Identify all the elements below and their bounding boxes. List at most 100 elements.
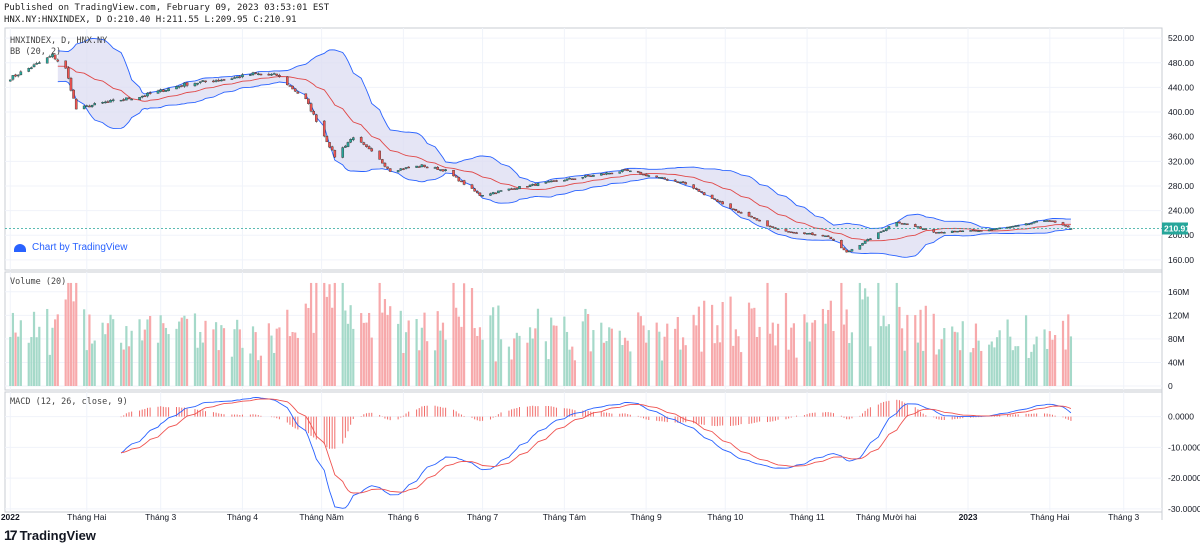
candle-body [1011,226,1015,228]
volume-bar [404,332,408,386]
volume-bar [953,331,956,386]
volume-bar [740,352,743,386]
volume-bar [19,320,22,386]
volume-bar [879,326,883,386]
pane0-y-tick-label: 280.00 [1168,181,1194,191]
candle-body [293,88,297,92]
candle-body [1027,223,1031,226]
volume-bar [840,282,843,386]
volume-bar [452,282,455,386]
candle-body [737,210,740,213]
volume-bar [988,344,991,386]
volume-bar [27,342,30,386]
candle-body [249,74,252,76]
candle-body [921,228,925,230]
volume-bar [771,322,774,386]
volume-bar [716,325,719,386]
volume-bar [420,327,423,386]
volume-bar [294,332,297,386]
candle-body [452,169,455,177]
x-tick-label: Tháng 10 [707,512,743,522]
volume-bar [439,330,442,386]
candle-body [53,54,57,60]
volume-bar [803,314,806,386]
volume-bar [679,349,682,386]
volume-bar [608,327,611,386]
volume-bar [9,336,12,386]
volume-bar [864,288,867,386]
candle-body [700,191,703,193]
volume-bar [233,329,236,386]
candle-body [286,76,289,86]
candle-body [494,192,498,195]
volume-bar [602,342,606,386]
pane0-y-tick-label: 400.00 [1168,107,1194,117]
volume-bar [674,328,677,386]
volume-bar [389,306,392,386]
pane0-y-tick-label: 440.00 [1168,82,1194,92]
candle-body [510,188,513,190]
volume-bar [711,304,714,386]
candle-body [877,232,880,239]
candle-body [792,232,796,234]
signal-line [121,398,1072,494]
candle-body [605,172,608,175]
candle-body [679,181,682,184]
volume-bar [492,307,495,386]
volume-bar [784,293,788,386]
volume-bar [990,341,993,386]
candle-body [344,145,347,148]
candle-body [365,144,368,147]
volume-bar [961,321,964,386]
volume-bar [291,332,294,386]
volume-bar [848,343,851,386]
volume-bar [721,301,724,386]
candle-body [1043,220,1046,222]
candle-body [531,183,534,186]
volume-bar [1009,336,1012,386]
volume-bar [90,343,94,386]
candle-body [610,172,614,175]
volume-bar [552,325,555,386]
x-tick-label: 2023 [959,512,978,522]
candle-body [1008,226,1012,228]
volume-bar [676,317,679,386]
candle-body [573,178,577,180]
candle-body [185,82,189,86]
volume-bar [655,322,658,386]
candle-body [140,95,144,98]
candle-body [362,142,366,145]
candle-body [850,249,854,252]
candle-body [388,168,392,172]
volume-bar [787,349,790,386]
candle-body [51,54,54,58]
candle-body [27,68,31,72]
candle-body [684,182,688,185]
volume-bar [185,318,189,386]
tradingview-logo[interactable]: 17 TradingView [4,527,96,543]
volume-bar [323,282,326,386]
x-tick-label: Tháng Hai [1030,512,1069,522]
volume-bar [827,309,830,386]
volume-bar [433,350,437,386]
volume-bar [222,328,226,386]
volume-bar [977,340,980,386]
candle-body [404,167,408,169]
candle-body [370,148,374,152]
volume-bar [307,307,310,386]
volume-bar [127,346,131,386]
candle-body [322,120,326,137]
candle-body [454,175,458,178]
candle-body [460,180,463,183]
volume-bar [1024,315,1028,386]
candle-body [655,175,658,178]
candle-body [164,89,168,92]
candle-body [555,180,558,182]
candle-body [16,74,20,77]
volume-bar [531,338,534,386]
candle-body [584,175,587,178]
candle-body [950,230,954,233]
candle-body [861,243,864,246]
volume-bar [697,306,701,386]
